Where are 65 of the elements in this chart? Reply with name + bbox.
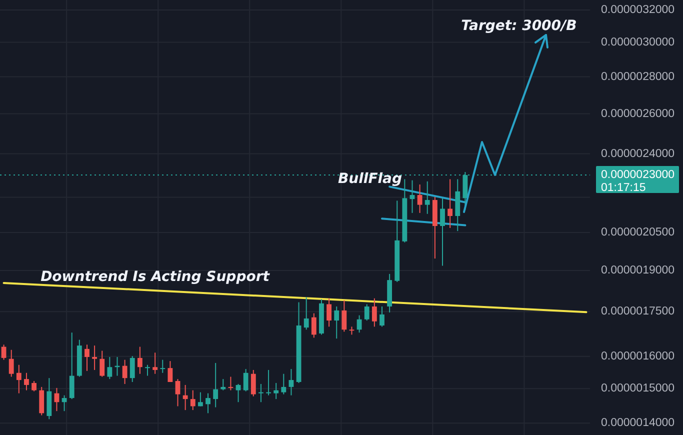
y-tick-label: 0.0000028000	[601, 70, 675, 83]
candlestick	[304, 296, 309, 330]
candlestick	[24, 372, 29, 391]
candlestick	[266, 369, 271, 396]
candlestick	[417, 184, 422, 214]
candlestick	[410, 180, 415, 214]
candlestick	[342, 300, 347, 332]
annotation: Downtrend Is Acting Support	[40, 269, 271, 285]
candlestick	[281, 373, 286, 395]
annotation: Target: 3000/B	[461, 18, 577, 34]
candlestick	[356, 314, 362, 334]
candlestick	[1, 344, 6, 360]
y-tick-label: 0.0000032000	[601, 4, 675, 16]
candlestick	[380, 306, 384, 328]
candlestick	[62, 394, 67, 412]
y-tick-label: 0.0000020500	[601, 226, 675, 239]
candlestick	[326, 298, 332, 328]
y-tick-label: 0.0000024000	[601, 148, 675, 160]
candlestick	[220, 378, 226, 391]
candlestick	[440, 198, 445, 266]
candlestick	[448, 178, 453, 228]
candlestick	[39, 386, 44, 416]
text: 01:17:15	[601, 182, 646, 194]
y-tick-label: 0.0000026000	[601, 108, 675, 120]
candlestick	[137, 346, 142, 374]
candlestick	[250, 369, 256, 397]
candlestick	[274, 382, 279, 400]
ref-line-label: 0.0000023000	[601, 169, 675, 182]
candlestick	[190, 390, 196, 411]
candlestick	[424, 180, 430, 214]
y-tick-label: 0.0000016000	[601, 350, 675, 362]
candlestick	[8, 349, 14, 378]
y-tick-label: 0.0000015000	[601, 382, 675, 395]
candlestick	[122, 359, 128, 384]
candlestick	[288, 368, 294, 396]
candlestick	[206, 392, 210, 414]
candlestick	[107, 356, 112, 380]
candlestick	[175, 378, 180, 407]
candlestick	[372, 298, 377, 328]
candlestick	[213, 362, 218, 408]
candlestick	[160, 359, 166, 374]
candlestick	[130, 356, 135, 382]
candlestick	[100, 350, 105, 378]
y-tick-label: 0.0000017500	[601, 306, 675, 318]
annotation: BullFlag	[338, 171, 402, 187]
candlestick	[16, 364, 22, 394]
candlestick	[84, 344, 90, 372]
candlestick	[243, 368, 248, 392]
y-tick-label: 0.0000030000	[601, 36, 675, 48]
candlestick	[334, 306, 340, 340]
candlestick	[228, 376, 234, 391]
y-tick-label: 0.0000014000	[601, 417, 675, 430]
candlestick	[311, 312, 316, 338]
candlestick	[182, 384, 188, 411]
y-tick-label: 0.0000019000	[601, 264, 675, 277]
candlestick	[258, 383, 264, 403]
candlestick	[198, 392, 203, 407]
candlestick	[168, 360, 173, 382]
candlestick	[152, 352, 158, 374]
candlestick	[145, 364, 150, 376]
candlestick	[92, 345, 98, 370]
candlestick	[69, 332, 74, 400]
candlestick	[236, 383, 241, 403]
candlestick	[364, 304, 370, 322]
candlestick	[32, 380, 36, 392]
